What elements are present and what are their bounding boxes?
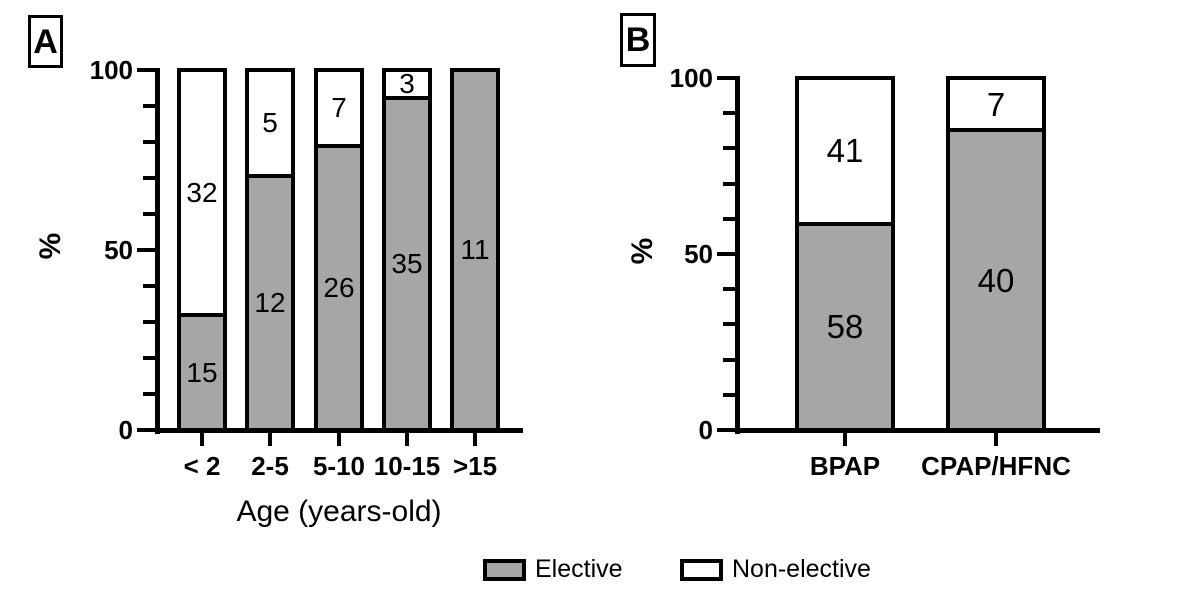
legend-item-non-elective: Non-elective bbox=[680, 557, 871, 582]
x-tick bbox=[200, 433, 204, 446]
x-category-label: BPAP bbox=[809, 451, 881, 481]
y-tick-major bbox=[717, 76, 735, 80]
y-tick-minor bbox=[143, 320, 155, 324]
bar-segment-value-elective: 12 bbox=[254, 287, 286, 318]
x-category-label: 2-5 bbox=[251, 451, 289, 481]
bar bbox=[795, 76, 895, 432]
panel-a-label: A bbox=[33, 22, 58, 61]
x-tick bbox=[337, 433, 341, 446]
bar-segment-value-non-elective: 7 bbox=[986, 86, 1006, 123]
y-tick-minor bbox=[143, 176, 155, 180]
bar-segment-elective bbox=[318, 144, 360, 428]
bar-segment-elective bbox=[181, 313, 223, 428]
y-tick-major bbox=[137, 428, 155, 432]
y-tick-minor bbox=[723, 393, 735, 397]
y-tick-minor bbox=[723, 358, 735, 362]
legend-item-elective: Elective bbox=[483, 557, 623, 582]
bar-segment-value-non-elective: 3 bbox=[399, 68, 415, 99]
y-tick-minor bbox=[143, 392, 155, 396]
x-tick bbox=[268, 433, 272, 446]
y-tick-label: 100 bbox=[669, 63, 713, 93]
bar-segment-elective bbox=[454, 72, 496, 428]
panel-a-label-box: A bbox=[28, 15, 63, 68]
legend-swatch-non-elective bbox=[680, 558, 723, 581]
y-tick-minor bbox=[723, 182, 735, 186]
x-category-label: CPAP/HFNC bbox=[921, 451, 1071, 481]
x-axis-line bbox=[155, 428, 523, 433]
y-tick-minor bbox=[143, 356, 155, 360]
bar-segment-value-elective: 35 bbox=[391, 248, 423, 279]
x-tick bbox=[994, 433, 998, 446]
bar-segment-value-elective: 11 bbox=[460, 234, 490, 265]
legend-label-non-elective: Non-elective bbox=[732, 555, 871, 583]
y-tick-minor bbox=[143, 140, 155, 144]
x-tick bbox=[843, 433, 847, 446]
y-tick-minor bbox=[723, 322, 735, 326]
bar bbox=[245, 68, 295, 432]
y-tick-major bbox=[717, 428, 735, 432]
y-tick-major bbox=[717, 252, 735, 256]
y-tick-minor bbox=[723, 217, 735, 221]
y-tick-label: 0 bbox=[118, 415, 133, 445]
x-axis-line bbox=[735, 428, 1100, 433]
bar-segment-value-elective: 26 bbox=[323, 272, 355, 303]
y-tick-label: 0 bbox=[698, 415, 713, 445]
legend-label-elective: Elective bbox=[535, 555, 623, 583]
y-tick-minor bbox=[723, 111, 735, 115]
y-tick-minor bbox=[143, 284, 155, 288]
x-category-label: 10-15 bbox=[373, 451, 441, 481]
x-category-label: < 2 bbox=[183, 451, 221, 481]
y-tick-minor bbox=[723, 146, 735, 150]
bar-segment-value-elective: 40 bbox=[977, 262, 1015, 299]
panel-b-label-box: B bbox=[620, 13, 656, 67]
y-axis-line bbox=[735, 76, 740, 434]
x-tick bbox=[473, 433, 477, 446]
x-tick bbox=[405, 433, 409, 446]
y-tick-label: 50 bbox=[104, 235, 133, 265]
y-tick-label: 50 bbox=[684, 239, 713, 269]
bar-segment-value-non-elective: 41 bbox=[826, 132, 864, 169]
bar-segment-value-non-elective: 5 bbox=[262, 107, 278, 138]
y-tick-minor bbox=[723, 287, 735, 291]
y-axis-line bbox=[155, 68, 160, 434]
y-tick-minor bbox=[143, 212, 155, 216]
bar-segment-elective bbox=[799, 222, 891, 428]
legend-swatch-elective bbox=[483, 558, 526, 581]
bar bbox=[314, 68, 364, 432]
bar-segment-elective bbox=[950, 128, 1042, 428]
y-tick-minor bbox=[143, 104, 155, 108]
x-category-label: >15 bbox=[452, 451, 498, 481]
x-category-label: 5-10 bbox=[312, 451, 366, 481]
bar-segment-value-elective: 15 bbox=[186, 357, 218, 388]
y-tick-major bbox=[137, 68, 155, 72]
bar bbox=[946, 76, 1046, 432]
bar-segment-value-non-elective: 7 bbox=[331, 92, 347, 123]
bar-segment-elective bbox=[386, 96, 428, 428]
y-tick-label: 100 bbox=[89, 55, 133, 85]
bar bbox=[382, 68, 432, 432]
bar-segment-elective bbox=[249, 174, 291, 428]
panel-b-label: B bbox=[625, 21, 651, 59]
bar-segment-value-elective: 58 bbox=[826, 308, 864, 345]
bar bbox=[450, 68, 500, 432]
y-tick-major bbox=[137, 248, 155, 252]
panel-a-x-axis-title: Age (years-old) bbox=[236, 495, 442, 528]
bar-segment-value-non-elective: 32 bbox=[186, 177, 218, 208]
